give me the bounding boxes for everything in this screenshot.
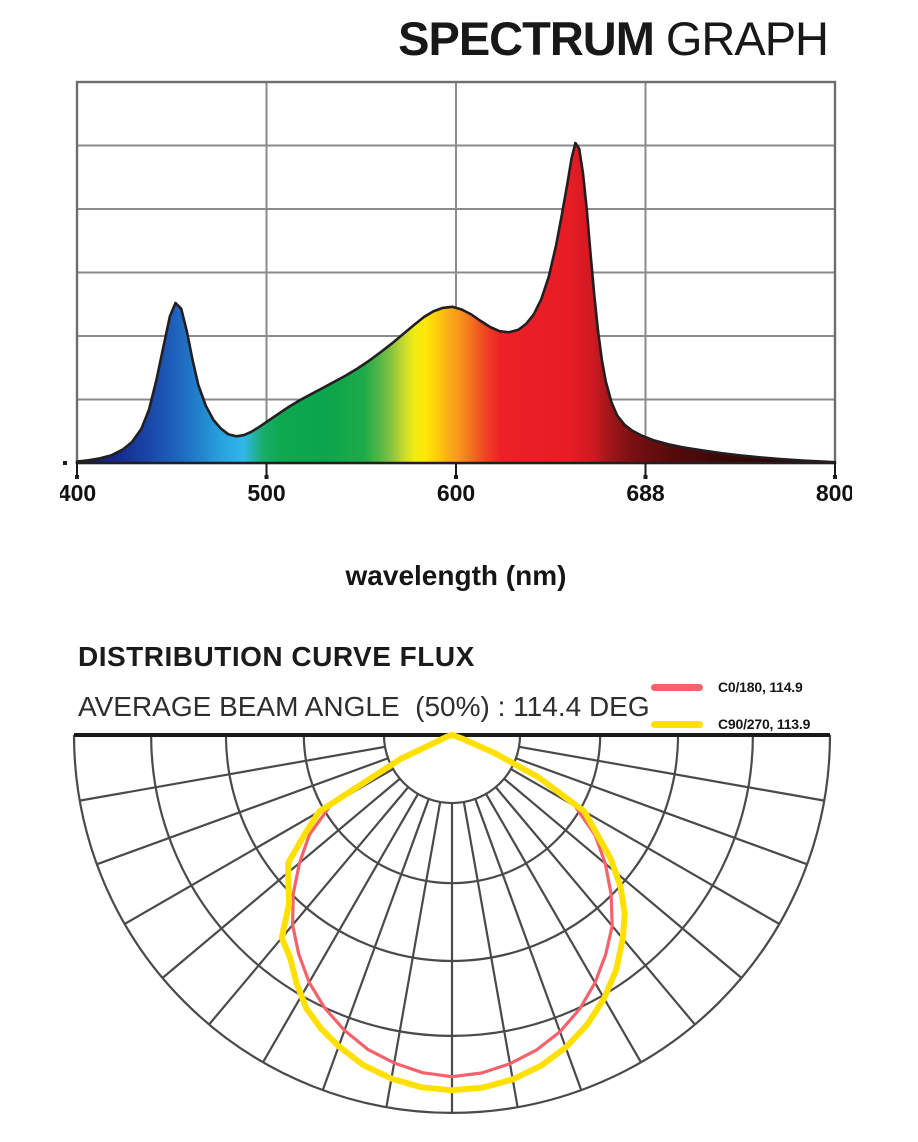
- spectrum-chart: 400 500 600 688 800: [60, 80, 852, 506]
- average-beam-angle-text: AVERAGE BEAM ANGLE (50%) : 114.4 DEG: [78, 691, 650, 722]
- c90-legend-label: C90/270, 113.9: [718, 716, 811, 732]
- x-tick-label: 500: [247, 480, 285, 506]
- spectrum-graph-title: SPECTRUM GRAPH: [0, 12, 829, 65]
- x-tick-label: 400: [60, 480, 96, 506]
- wavelength-axis-label: wavelength (nm): [345, 560, 567, 591]
- legend-row-c90: C90/270, 113.9: [651, 716, 810, 732]
- polar-grid: [72, 734, 832, 1115]
- distribution-polar-chart: [72, 732, 832, 1115]
- curve-C90-270: [278, 732, 628, 1094]
- c90-color-swatch: [651, 720, 703, 728]
- spectrum-title-light: GRAPH: [665, 12, 829, 65]
- c0-color-swatch: [651, 683, 703, 691]
- c0-legend-label: C0/180, 114.9: [718, 679, 803, 695]
- x-tick-label: 800: [816, 480, 852, 506]
- spectrum-title-bold: SPECTRUM: [398, 12, 655, 65]
- x-tick-label: 600: [437, 480, 475, 506]
- spectrum-x-axis: 400 500 600 688 800: [60, 461, 852, 506]
- x-tick-label: 688: [626, 480, 665, 506]
- distribution-legend: C0/180, 114.9 C90/270, 113.9: [651, 679, 810, 753]
- spectrum-curve: [75, 141, 837, 465]
- distribution-heading: DISTRIBUTION CURVE FLUX: [78, 641, 475, 672]
- legend-row-c0: C0/180, 114.9: [651, 679, 810, 695]
